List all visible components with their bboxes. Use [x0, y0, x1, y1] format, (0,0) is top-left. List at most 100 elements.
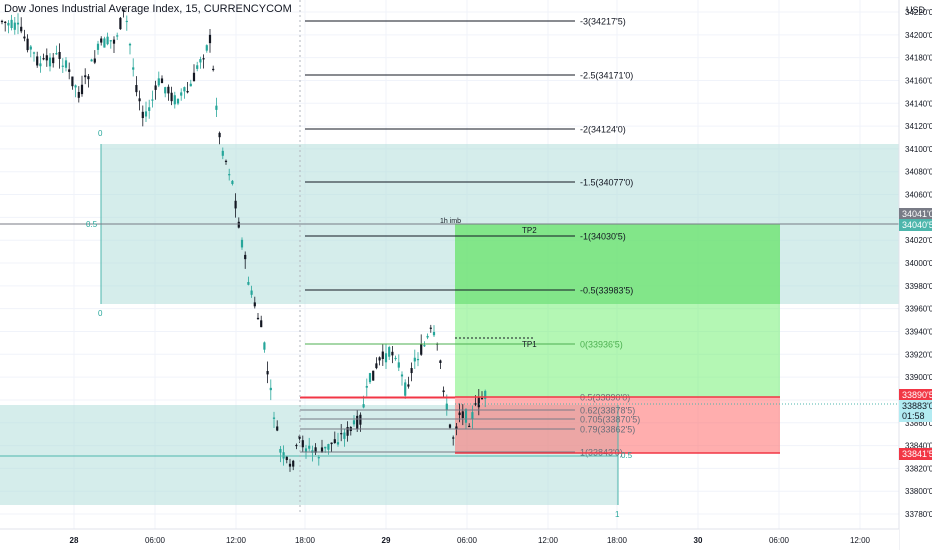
candle-body: [400, 374, 404, 377]
candle-body: [442, 390, 445, 393]
candle-body: [167, 86, 170, 94]
candle-body: [138, 98, 141, 102]
candle-body: [173, 95, 176, 105]
candle-body: [276, 426, 279, 431]
candle-body: [304, 448, 308, 452]
price-tag: 34041'0: [899, 208, 932, 220]
candle-body: [84, 75, 87, 78]
candle-body: [362, 404, 365, 408]
candle-body: [343, 432, 346, 439]
fib-level-label: -3(34217'5): [580, 17, 626, 27]
candle-body: [452, 437, 455, 439]
candle-body: [93, 58, 96, 63]
candle-body: [253, 302, 256, 307]
candle-body: [266, 371, 269, 375]
candle-body: [4, 21, 7, 24]
price-axis[interactable]: 34220'0 34200'0 34180'0 34160'0 34140'0 34120…: [898, 0, 932, 550]
candle-body: [116, 35, 119, 37]
candle-body: [199, 59, 202, 63]
candle-body: [208, 34, 212, 44]
time-tick-label: 12:00: [850, 536, 871, 545]
fib-level-label: 0.705(33870'5): [580, 415, 640, 425]
zones: [0, 144, 899, 505]
price-tick-label: 33940'0: [905, 327, 932, 336]
price-tick-label: 34160'0: [905, 76, 932, 85]
candle-body: [55, 53, 58, 55]
candle-body: [202, 58, 205, 60]
candle-body: [218, 132, 221, 138]
candle-body: [87, 76, 90, 80]
time-axis[interactable]: 28 06:00 12:00 18:00 29 06:00 12:00 18:00 30 06:0…: [0, 528, 899, 550]
imbalance-label: 1h imb: [440, 218, 461, 225]
price-tick-label: 34120'0: [905, 122, 932, 131]
candle-body: [20, 26, 23, 32]
take-profit-inner-zone: [455, 224, 780, 304]
price-tick-label: 34080'0: [905, 168, 932, 177]
candle-body: [224, 160, 228, 162]
chart-labels: 0 0.5 0 0.5 1 1h imb TP2 TP1: [86, 129, 633, 519]
price-tag: 33890'5: [899, 389, 932, 401]
candle-body: [10, 19, 13, 29]
candle-body: [170, 92, 173, 102]
candle-body: [103, 38, 106, 48]
candle-body: [477, 397, 480, 408]
fib-level-label: -0.5(33983'5): [580, 286, 633, 296]
candle-body: [122, 9, 125, 12]
candle-body: [288, 463, 292, 467]
candle-body: [157, 78, 160, 86]
candle-body: [52, 57, 55, 64]
price-tick-label: 33900'0: [905, 373, 932, 382]
candle-body: [336, 442, 340, 445]
candle-body: [365, 385, 368, 388]
fib-level-label: -1(34030'5): [580, 232, 626, 242]
candle-body: [106, 36, 109, 45]
price-tick-label: 34140'0: [905, 99, 932, 108]
candle-body: [375, 363, 378, 369]
candle-body: [356, 415, 359, 430]
fib-level-label: 0.79(33862'5): [580, 425, 635, 435]
candle-body: [196, 65, 199, 69]
candle-body: [346, 426, 349, 436]
price-tick-label: 34220'0: [905, 8, 932, 17]
candle-body: [384, 353, 388, 363]
candle-body: [314, 447, 317, 453]
candle-body: [474, 403, 477, 405]
candle-body: [327, 444, 330, 450]
fib-level-label: -2.5(34171'0): [580, 71, 633, 81]
candle-body: [96, 43, 100, 50]
candle-body: [394, 357, 397, 360]
candle-body: [247, 281, 250, 285]
fib-level-label: 0.62(33878'5): [580, 406, 635, 416]
price-tick-label: 33800'0: [905, 487, 932, 496]
price-tick-label: 33980'0: [905, 282, 932, 291]
candle-body: [413, 357, 416, 362]
candle-body: [250, 290, 253, 295]
candle-body: [308, 445, 311, 449]
candle-body: [176, 98, 180, 104]
price-tick-label: 33960'0: [905, 305, 932, 314]
time-tick-label: 06:00: [145, 536, 166, 545]
candle-body: [381, 351, 384, 360]
candle-body: [368, 373, 372, 383]
candle-body: [484, 390, 487, 399]
candle-body: [7, 22, 10, 26]
candle-body: [151, 99, 154, 101]
candle-body: [320, 447, 324, 453]
fib-level-label: 0(33936'5): [580, 340, 623, 350]
candle-body: [128, 43, 132, 46]
price-tag: 34040'5: [899, 219, 932, 231]
candle-body: [64, 60, 68, 68]
price-tick-label: 33780'0: [905, 510, 932, 519]
price-tick-label: 34020'0: [905, 236, 932, 245]
tp1-label: TP1: [522, 340, 537, 349]
candle-body: [461, 411, 464, 419]
price-tick-label: 33860'0: [905, 419, 932, 428]
candle-body: [26, 38, 29, 51]
time-tick-label: 28: [70, 536, 79, 545]
candle-body: [429, 327, 432, 329]
candle-body: [397, 362, 400, 368]
candle-body: [407, 384, 410, 387]
candle-body: [61, 65, 64, 67]
